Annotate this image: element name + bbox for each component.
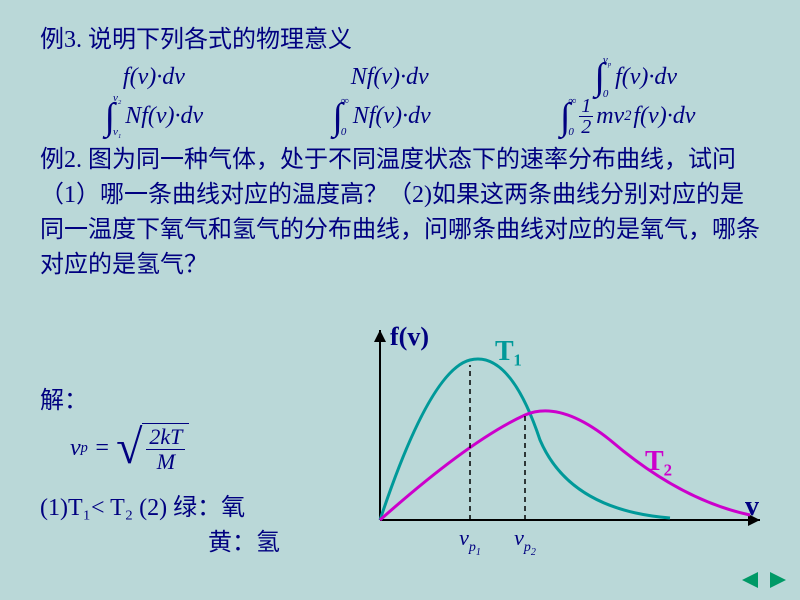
formula-nfv-dv: Nf(v)·dv xyxy=(351,64,429,91)
formula-row-2: ∫ v2 v1 Nf(v)·dv ∫ ∞ 0 Nf(v)·dv ∫ ∞ 0 1 … xyxy=(40,96,760,137)
tick-vp2: vp2 xyxy=(514,525,536,558)
curve-t2 xyxy=(380,411,750,520)
y-arrow-icon xyxy=(374,330,386,342)
nav-buttons xyxy=(738,570,790,590)
prev-button[interactable] xyxy=(738,570,762,590)
formula-int-0-inf-n: ∫ ∞ 0 Nf(v)·dv xyxy=(332,102,430,132)
formula-row-1: f(v)·dv Nf(v)·dv ∫ vp 0 f(v)·dv xyxy=(40,62,760,92)
example2-text: 例2. 图为同一种气体，处于不同温度状态下的速率分布曲线，试问（1）哪一条曲线对… xyxy=(40,143,760,282)
distribution-chart: f(v) v T₁ T₂ vp1 vp2 xyxy=(350,320,770,570)
curve2-label: T₂ xyxy=(645,446,672,477)
next-button[interactable] xyxy=(766,570,790,590)
answer-line-1: (1)T₁< T₂ (2) 绿：氧 xyxy=(40,487,350,522)
tick-vp1: vp1 xyxy=(459,525,481,558)
formula-int-v1-v2: ∫ v2 v1 Nf(v)·dv xyxy=(105,102,204,132)
answer-line-2: 黄：氢 xyxy=(40,522,350,557)
vp-formula: vp = √ 2kT M xyxy=(70,423,350,473)
formula-fv-dv: f(v)·dv xyxy=(123,64,185,91)
formula-int-0-inf-ke: ∫ ∞ 0 1 2 mv2 f(v)·dv xyxy=(560,96,695,137)
curve1-label: T₁ xyxy=(495,336,522,367)
y-axis-label: f(v) xyxy=(390,322,429,351)
solution-label: 解： xyxy=(40,380,350,415)
example3-title: 例3. 说明下列各式的物理意义 xyxy=(40,22,760,58)
formula-int-0-vp: ∫ vp 0 f(v)·dv xyxy=(595,62,678,92)
x-axis-label: v xyxy=(745,491,759,522)
curve-t1 xyxy=(380,359,670,520)
